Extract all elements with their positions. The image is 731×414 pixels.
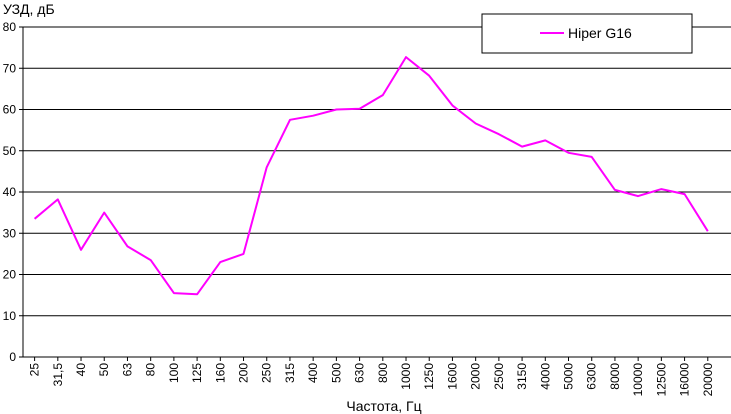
y-tick-label: 40 <box>3 185 17 199</box>
x-tick-label: 63 <box>120 363 134 377</box>
y-tick-label: 80 <box>3 20 17 34</box>
x-tick-label: 10000 <box>631 363 645 397</box>
x-tick-label: 315 <box>283 363 297 383</box>
y-axis-ticks: 0 10 20 30 40 50 60 70 80 <box>3 20 23 364</box>
x-tick-label: 25 <box>28 363 42 377</box>
y-tick-label: 20 <box>3 268 17 282</box>
x-tick-label: 80 <box>144 363 158 377</box>
legend-label: Hiper G16 <box>568 25 632 41</box>
x-tick-label: 50 <box>97 363 111 377</box>
x-tick-label: 31,5 <box>51 363 65 387</box>
x-tick-label: 20000 <box>701 363 715 397</box>
x-tick-label: 200 <box>237 363 251 383</box>
x-tick-label: 1000 <box>399 363 413 390</box>
x-tick-label: 2500 <box>492 363 506 390</box>
x-tick-label: 3150 <box>515 363 529 390</box>
x-tick-label: 125 <box>190 363 204 383</box>
x-tick-label: 1250 <box>422 363 436 390</box>
x-tick-label: 12500 <box>654 363 668 397</box>
x-tick-label: 160 <box>213 363 227 383</box>
x-tick-label: 6300 <box>585 363 599 390</box>
x-axis-title: Частота, Гц <box>346 398 421 414</box>
y-tick-label: 10 <box>3 309 17 323</box>
x-tick-label: 1600 <box>445 363 459 390</box>
x-tick-label: 2000 <box>469 363 483 390</box>
legend-box <box>481 13 693 54</box>
series-line <box>33 56 709 296</box>
x-tick-label: 100 <box>167 363 181 383</box>
y-tick-label: 0 <box>9 350 16 364</box>
y-tick-label: 30 <box>3 226 17 240</box>
axes <box>22 27 731 358</box>
x-tick-label: 8000 <box>608 363 622 390</box>
y-tick-label: 70 <box>3 61 17 75</box>
y-axis-title: УЗД, дБ <box>3 1 55 17</box>
y-tick-label: 50 <box>3 144 17 158</box>
series-layer <box>33 56 709 296</box>
legend: Hiper G16 <box>481 13 693 54</box>
x-axis-ticks: 25 31,5 40 50 63 80 100 125 160 200 250 315 400 500 63… <box>28 357 715 396</box>
y-tick-label: 60 <box>3 103 17 117</box>
x-tick-label: 5000 <box>562 363 576 390</box>
x-tick-label: 630 <box>353 363 367 383</box>
x-tick-label: 400 <box>306 363 320 383</box>
x-tick-label: 16000 <box>678 363 692 397</box>
x-tick-label: 40 <box>74 363 88 377</box>
x-tick-label: 250 <box>260 363 274 383</box>
x-tick-label: 4000 <box>538 363 552 390</box>
grid-lines <box>23 26 731 317</box>
x-tick-label: 500 <box>329 363 343 383</box>
x-tick-label: 800 <box>376 363 390 383</box>
